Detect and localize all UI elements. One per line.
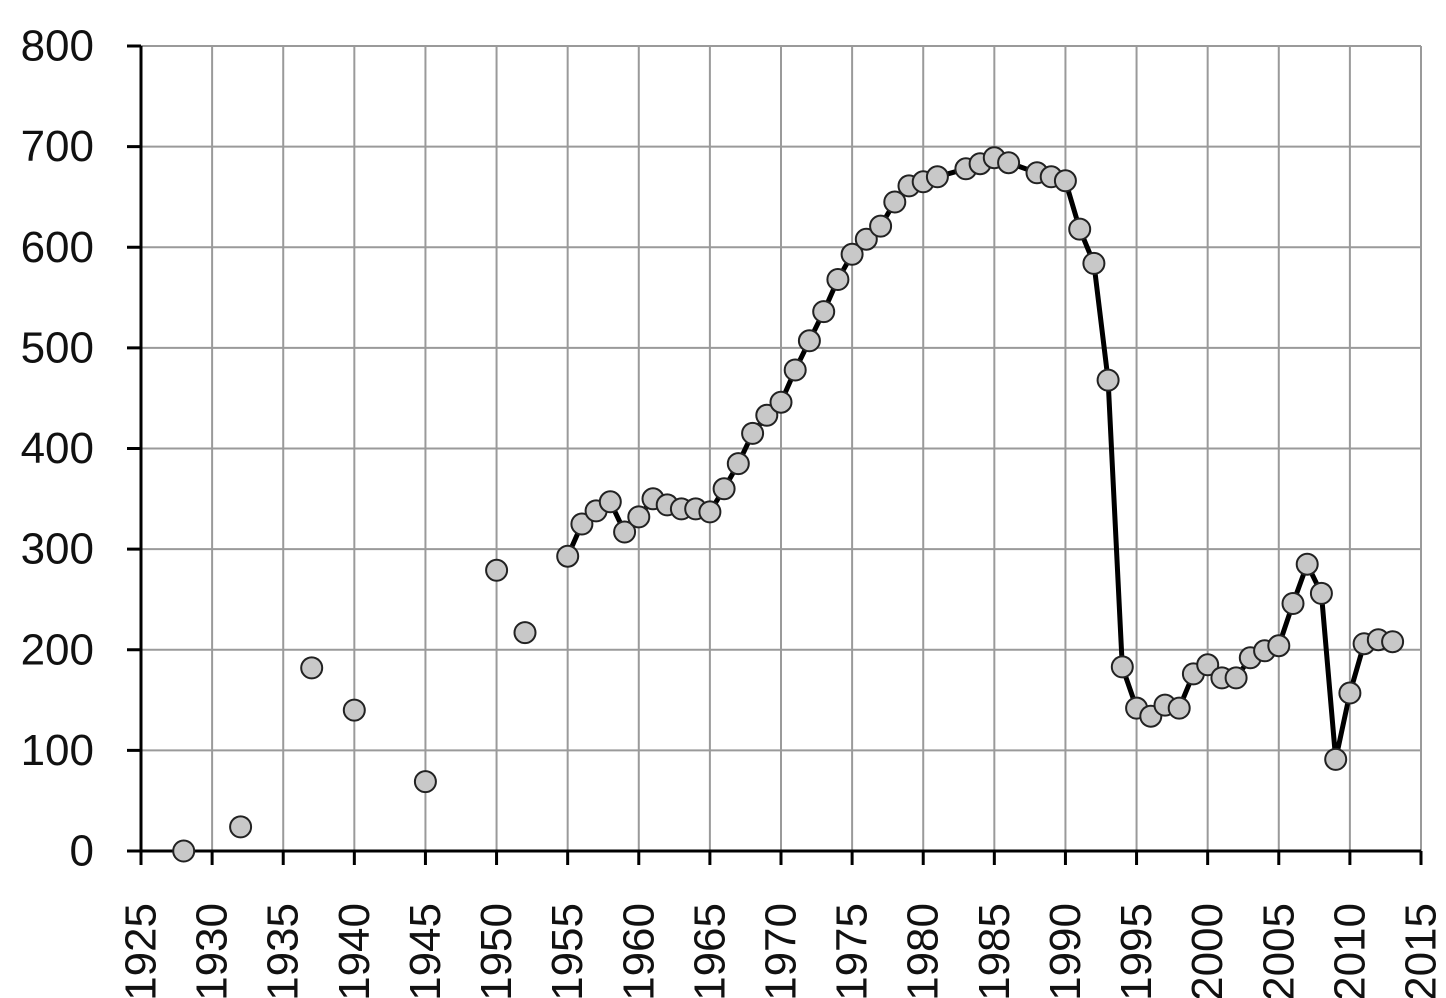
y-tick-label: 0 xyxy=(70,827,94,876)
data-point xyxy=(1110,655,1134,679)
data-point xyxy=(1324,747,1348,771)
data-point xyxy=(698,500,722,524)
series-points xyxy=(172,146,1405,863)
data-point xyxy=(229,815,253,839)
y-tick-label: 800 xyxy=(21,22,94,71)
x-tick-label: 1925 xyxy=(117,903,166,998)
data-point xyxy=(812,300,836,324)
x-tick-label: 1980 xyxy=(899,903,948,998)
data-point xyxy=(741,421,765,445)
x-tick-label: 1935 xyxy=(259,903,308,998)
data-point xyxy=(755,403,779,427)
data-point xyxy=(1096,368,1120,392)
data-point xyxy=(712,477,736,501)
y-tick-label: 600 xyxy=(21,223,94,272)
data-point xyxy=(1338,681,1362,705)
data-point xyxy=(1267,634,1291,658)
x-tick-label: 2010 xyxy=(1325,903,1374,998)
x-tick-label: 2015 xyxy=(1397,903,1446,998)
data-point xyxy=(1196,653,1220,677)
x-tick-label: 1990 xyxy=(1041,903,1090,998)
data-point xyxy=(172,839,196,863)
data-point xyxy=(1309,581,1333,605)
y-tick-label: 500 xyxy=(21,323,94,372)
x-tick-label: 2005 xyxy=(1254,903,1303,998)
y-tick-label: 400 xyxy=(21,424,94,473)
x-tick-label: 1970 xyxy=(757,903,806,998)
data-point xyxy=(485,558,509,582)
data-point xyxy=(300,656,324,680)
x-tick-label: 1965 xyxy=(685,903,734,998)
data-point xyxy=(1082,251,1106,275)
data-point xyxy=(613,520,637,544)
data-point xyxy=(997,151,1021,175)
x-tick-label: 1940 xyxy=(330,903,379,998)
x-tick-label: 1955 xyxy=(543,903,592,998)
gridlines xyxy=(141,45,1422,851)
data-point xyxy=(513,621,537,645)
data-point xyxy=(1381,630,1405,654)
data-point xyxy=(826,268,850,291)
y-tick-label: 200 xyxy=(21,625,94,674)
x-tick-label: 1985 xyxy=(970,903,1019,998)
x-tick-label: 1960 xyxy=(614,903,663,998)
data-point xyxy=(1167,696,1191,720)
data-point xyxy=(1053,169,1077,193)
data-point xyxy=(627,505,651,529)
data-point xyxy=(1068,217,1092,241)
axes xyxy=(127,44,1423,865)
y-tick-label: 700 xyxy=(21,122,94,171)
data-point xyxy=(570,512,594,536)
data-point xyxy=(925,165,949,189)
x-tick-label: 2000 xyxy=(1183,903,1232,998)
data-point xyxy=(783,358,807,382)
data-point xyxy=(1295,552,1319,576)
y-tick-label: 300 xyxy=(21,525,94,574)
x-tick-labels: 1925 1930 1935 1940 1945 1950 1955 1960 1965 1970… xyxy=(117,903,1446,998)
data-point xyxy=(342,698,366,722)
data-point xyxy=(1281,592,1305,615)
x-tick-label: 1950 xyxy=(472,903,521,998)
data-point xyxy=(769,390,793,414)
data-point xyxy=(598,490,622,514)
y-tick-labels: 0 100 200 300 400 500 600 700 800 xyxy=(21,22,94,876)
data-point xyxy=(854,227,878,251)
data-point xyxy=(840,242,864,266)
data-point xyxy=(869,214,893,238)
data-point xyxy=(726,452,750,476)
x-tick-label: 1995 xyxy=(1112,903,1161,998)
x-tick-label: 1975 xyxy=(828,903,877,998)
y-tick-label: 100 xyxy=(21,726,94,775)
data-point xyxy=(556,544,580,568)
data-point xyxy=(883,190,907,214)
x-tick-label: 1930 xyxy=(188,903,237,998)
data-point xyxy=(1224,666,1248,690)
data-point xyxy=(413,770,437,794)
data-point xyxy=(797,329,821,353)
x-tick-label: 1945 xyxy=(401,903,450,998)
